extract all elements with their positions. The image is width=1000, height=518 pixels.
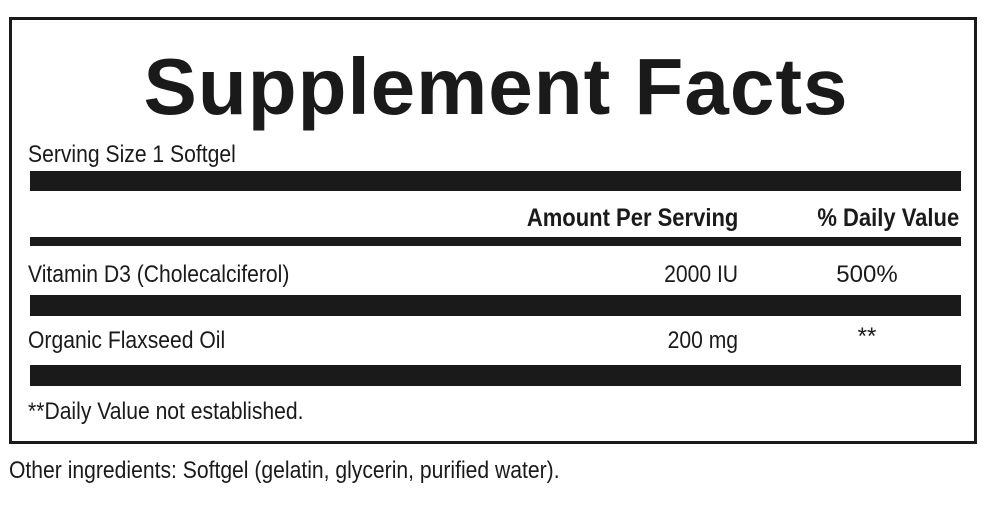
other-ingredients: Other ingredients: Softgel (gelatin, gly…	[9, 457, 560, 484]
nutrient-amount: 200 mg	[667, 327, 738, 354]
header-amount: Amount Per Serving	[526, 204, 738, 232]
serving-size: Serving Size 1 Softgel	[28, 141, 236, 168]
header-daily-value: % Daily Value	[817, 204, 959, 232]
footnote: **Daily Value not established.	[28, 398, 304, 425]
nutrient-name: Vitamin D3 (Cholecalciferol)	[28, 261, 290, 288]
divider-thick	[30, 365, 961, 386]
divider-medium	[30, 237, 961, 246]
nutrient-daily-value: 500%	[836, 261, 898, 288]
divider-thick	[30, 171, 961, 191]
divider-thick	[30, 295, 961, 316]
nutrient-name: Organic Flaxseed Oil	[28, 327, 226, 354]
nutrient-amount: 2000 IU	[664, 261, 738, 288]
supplement-facts-panel: Supplement Facts Serving Size 1 Softgel …	[9, 17, 977, 444]
panel-title: Supplement Facts	[143, 42, 849, 131]
nutrient-daily-value: **	[857, 323, 877, 350]
